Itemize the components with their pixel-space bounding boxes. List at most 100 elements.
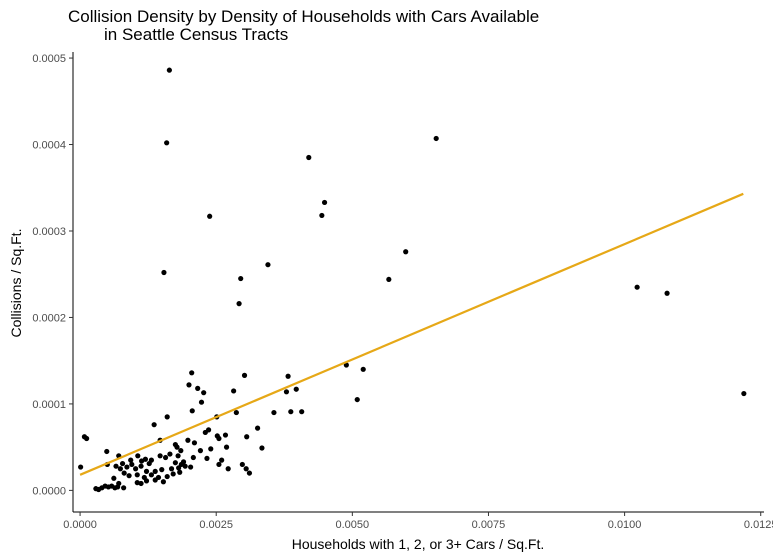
data-point [208, 446, 214, 452]
data-point [113, 463, 119, 469]
data-point [189, 370, 195, 376]
data-point [216, 435, 222, 442]
data-point [152, 468, 158, 474]
data-point [246, 470, 253, 476]
data-point [306, 154, 312, 161]
data-point [191, 440, 198, 446]
data-point [119, 460, 126, 467]
data-point [321, 199, 328, 206]
data-point [164, 473, 170, 480]
data-point [151, 422, 157, 428]
data-point [283, 389, 290, 395]
x-axis: 0.0000 0.0025 0.0050 0.0075 0.0100 0.0125 [63, 511, 773, 531]
x-tick-label: 0.0125 [744, 519, 773, 531]
data-point [84, 435, 90, 442]
data-point [386, 276, 392, 283]
data-point [99, 485, 105, 491]
x-tick-label: 0.0050 [336, 519, 370, 531]
data-point [177, 469, 183, 475]
data-point [161, 269, 167, 276]
x-tick-label: 0.0000 [63, 519, 97, 531]
data-point [433, 135, 439, 142]
data-point [164, 140, 170, 146]
data-point [134, 480, 140, 486]
data-point [241, 372, 248, 378]
data-point [160, 479, 166, 485]
data-points [78, 67, 747, 493]
data-point [146, 460, 152, 467]
data-point [238, 275, 244, 282]
data-point [121, 485, 127, 491]
data-point [741, 390, 747, 397]
x-tick-label: 0.0100 [608, 519, 642, 531]
data-point [174, 444, 180, 450]
data-point [138, 463, 144, 469]
data-point [188, 464, 194, 470]
data-point [319, 212, 325, 219]
data-point [126, 473, 132, 479]
y-tick-label: 0.0000 [32, 485, 66, 497]
y-axis: 0.0000 0.0001 0.0002 0.0003 0.0004 0.0005 [32, 52, 74, 512]
y-tick-label: 0.0001 [32, 399, 66, 411]
data-point [178, 461, 184, 468]
data-point [198, 399, 205, 405]
data-point [223, 444, 230, 450]
data-point [159, 467, 165, 473]
data-point [634, 284, 640, 290]
data-point [219, 457, 225, 463]
data-point [222, 432, 229, 438]
data-point [121, 470, 127, 476]
data-point [152, 477, 158, 483]
data-point [216, 461, 222, 468]
data-point [170, 471, 176, 477]
data-point [115, 484, 121, 490]
data-point [288, 409, 294, 415]
data-point [111, 475, 117, 481]
data-point [233, 409, 239, 416]
y-tick-label: 0.0004 [32, 140, 66, 152]
data-point [186, 382, 192, 388]
data-point [167, 451, 173, 457]
chart-title-line2: in Seattle Census Tracts [104, 25, 288, 44]
data-point [78, 464, 84, 470]
data-point [124, 464, 130, 470]
data-point [207, 213, 213, 219]
data-point [128, 457, 134, 463]
data-point [197, 448, 204, 454]
y-tick-label: 0.0005 [32, 53, 66, 65]
data-point [259, 445, 265, 451]
data-point [285, 373, 291, 379]
y-tick-label: 0.0002 [32, 312, 66, 324]
data-point [168, 466, 175, 472]
data-point [135, 453, 141, 459]
data-point [185, 437, 191, 443]
data-point [403, 249, 409, 255]
data-point [189, 408, 195, 414]
data-point [664, 290, 670, 296]
y-tick-label: 0.0003 [32, 226, 66, 238]
x-tick-label: 0.0075 [472, 519, 506, 531]
data-point [129, 461, 135, 468]
data-point [134, 472, 140, 478]
data-point [164, 414, 170, 420]
data-point [204, 455, 210, 461]
data-point [117, 466, 123, 472]
data-point [360, 366, 366, 372]
data-point [162, 454, 169, 461]
data-point [265, 262, 271, 268]
data-point [195, 385, 201, 391]
data-point [254, 425, 261, 431]
trend-line [79, 192, 744, 476]
data-point [239, 461, 245, 468]
data-point [190, 454, 196, 461]
data-point [139, 458, 145, 464]
data-point [175, 453, 181, 459]
data-point [243, 466, 249, 472]
data-point [354, 396, 360, 403]
data-point [231, 388, 237, 394]
data-point [271, 409, 277, 416]
data-point [172, 460, 178, 466]
data-point [225, 466, 231, 472]
data-point [104, 448, 110, 455]
